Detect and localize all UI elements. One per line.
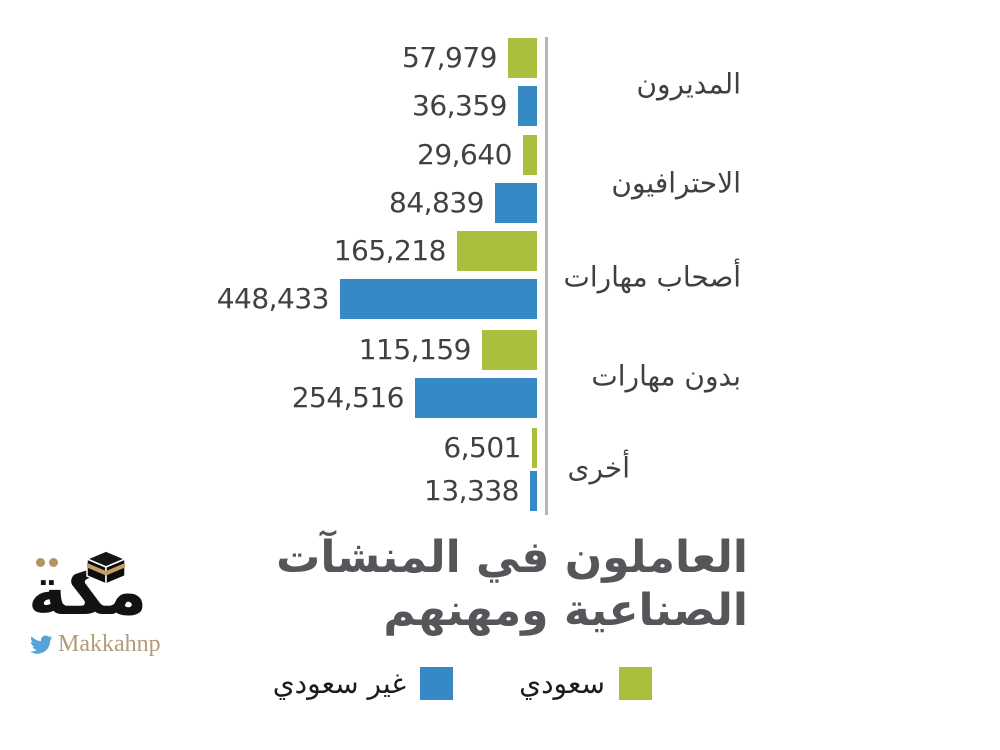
bar-row: 6,501	[443, 428, 537, 468]
bar-saudi	[482, 330, 537, 370]
value-label: 84,839	[389, 186, 484, 219]
value-label: 29,640	[417, 138, 512, 171]
bar-non-saudi	[495, 183, 537, 223]
category-label: المديرون	[636, 67, 741, 101]
bar-saudi	[532, 428, 537, 468]
category-label: أخرى	[567, 451, 630, 485]
value-label: 165,218	[333, 234, 447, 267]
value-label: 254,516	[291, 381, 405, 414]
twitter-handle: Makkahnp	[58, 631, 161, 657]
category-label: أصحاب مهارات	[563, 260, 741, 294]
bar-non-saudi	[415, 378, 537, 418]
axis-line	[545, 37, 548, 515]
value-label: 13,338	[424, 474, 519, 507]
category-label: الاحترافيون	[611, 166, 741, 200]
chart-title: العاملون في المنشآت الصناعية ومهنهم	[276, 531, 748, 637]
bar-row: 57,979	[402, 38, 537, 78]
chart-title-line-2: الصناعية ومهنهم	[383, 585, 748, 636]
category-label: بدون مهارات	[591, 359, 741, 393]
twitter-row: Makkahnp	[30, 632, 178, 656]
legend-swatch-saudi	[619, 667, 652, 700]
bar-non-saudi	[530, 471, 537, 511]
chart-title-line-1: العاملون في المنشآت	[276, 532, 748, 583]
bar-non-saudi	[518, 86, 537, 126]
bar-row: 36,359	[412, 86, 537, 126]
bar-row: 448,433	[217, 279, 537, 319]
legend-item-non-saudi: غير سعودي	[273, 667, 453, 700]
bar-row: 29,640	[417, 135, 537, 175]
bar-saudi	[457, 231, 537, 271]
bar-row: 13,338	[424, 471, 537, 511]
legend-swatch-non-saudi	[420, 667, 453, 700]
kaaba-icon	[85, 550, 127, 584]
bar-row: 115,159	[359, 330, 537, 370]
legend-label-non-saudi: غير سعودي	[272, 666, 406, 700]
value-label: 57,979	[402, 41, 497, 74]
bar-row: 254,516	[292, 378, 537, 418]
bar-saudi	[523, 135, 537, 175]
bar-non-saudi	[340, 279, 537, 319]
bar-saudi	[508, 38, 537, 78]
legend-item-saudi: سعودي	[519, 667, 652, 700]
value-label: 6,501	[443, 431, 521, 464]
value-label: 36,359	[412, 89, 507, 122]
legend-label-saudi: سعودي	[519, 666, 605, 700]
bar-row: 84,839	[389, 183, 537, 223]
logo-gold-dots-icon	[36, 558, 58, 567]
makkah-logo: مكة Makkahnp	[28, 550, 178, 656]
value-label: 115,159	[358, 333, 472, 366]
bar-row: 165,218	[334, 231, 537, 271]
twitter-bird-icon	[30, 634, 53, 654]
value-label: 448,433	[216, 282, 330, 315]
